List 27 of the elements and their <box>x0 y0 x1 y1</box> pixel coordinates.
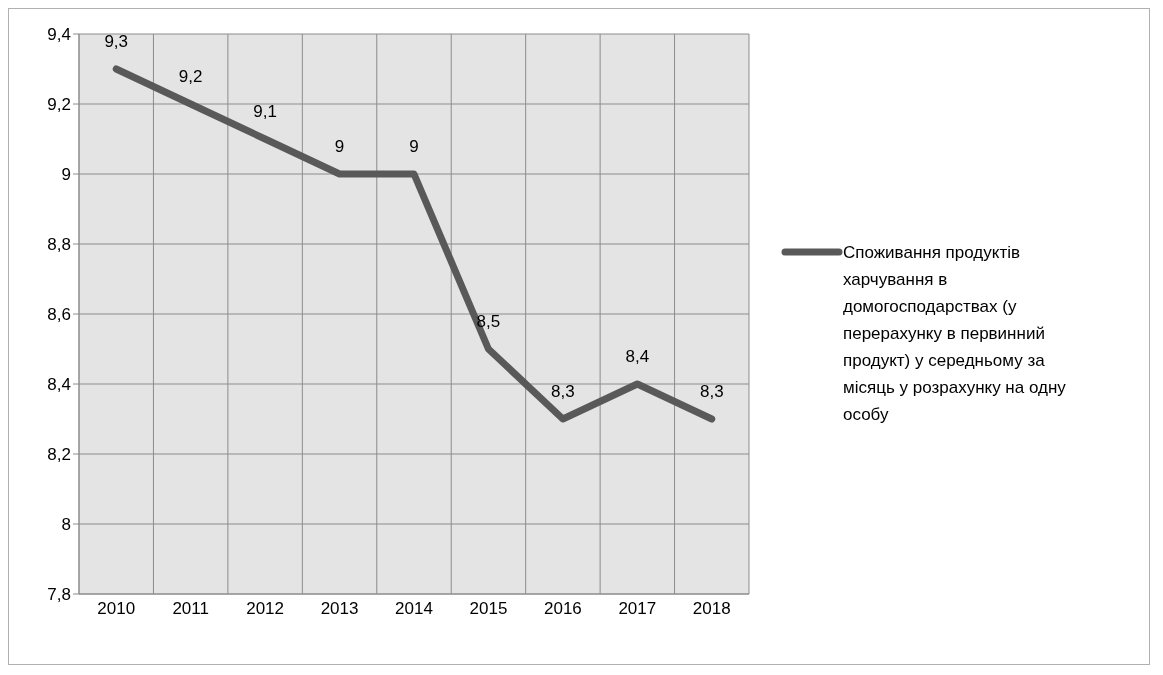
x-tick-label: 2011 <box>172 599 209 619</box>
x-tick-label: 2015 <box>469 599 508 619</box>
data-label: 8,3 <box>699 382 724 401</box>
x-tick-label: 2014 <box>395 599 433 619</box>
data-label: 9 <box>334 137 345 156</box>
x-tick-label: 2018 <box>692 599 731 619</box>
x-tick-label: 2016 <box>543 599 582 619</box>
y-tick-label: 9 <box>61 165 71 185</box>
data-label: 8,4 <box>625 347 650 366</box>
data-label: 8,3 <box>551 382 575 401</box>
legend-label: Споживання продуктів харчування в домогосподарствах (у перерахунку в первинний продукт) у середньому за місяць у розрахунку на одну особу <box>843 242 1067 426</box>
data-label: 9,2 <box>178 67 203 86</box>
data-label: 9,3 <box>104 32 129 51</box>
y-tick-label: 8,8 <box>47 235 71 255</box>
y-tick-label: 9,2 <box>47 95 71 115</box>
y-tick-label: 9,4 <box>47 25 71 45</box>
x-tick-label: 2010 <box>97 599 136 619</box>
y-tick-label: 7,8 <box>47 585 71 605</box>
x-tick-label: 2012 <box>246 599 285 619</box>
data-label: 9 <box>409 137 419 156</box>
y-tick-label: 8,4 <box>47 375 71 395</box>
y-tick-label: 8,6 <box>47 305 71 325</box>
data-label: 9,1 <box>253 102 277 121</box>
x-tick-label: 2017 <box>618 599 657 619</box>
y-tick-label: 8 <box>61 515 71 535</box>
x-tick-label: 2013 <box>320 599 359 619</box>
y-tick-label: 8,2 <box>47 445 71 465</box>
